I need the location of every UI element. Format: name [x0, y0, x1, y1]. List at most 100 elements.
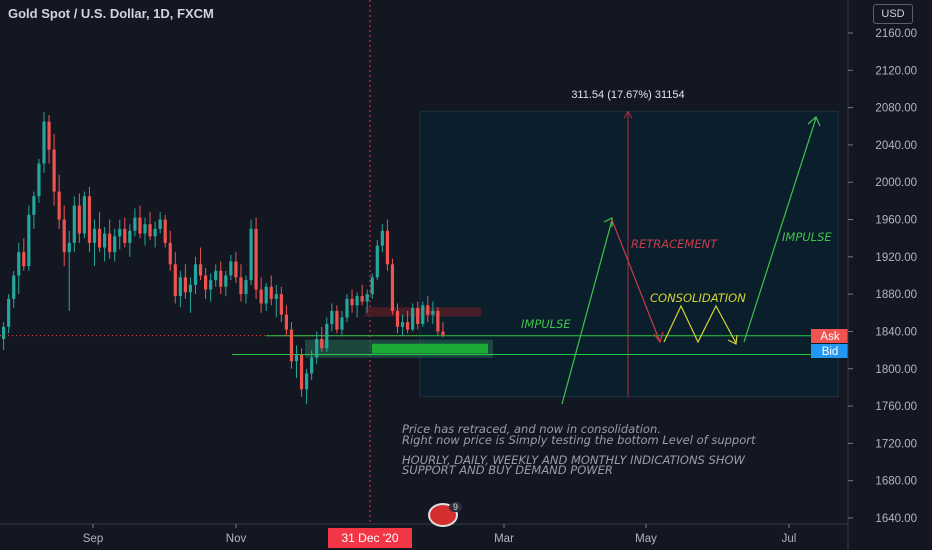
candle-body — [148, 224, 152, 237]
candle — [264, 282, 268, 311]
candle-body — [62, 219, 66, 253]
candle-body — [254, 228, 258, 290]
candle — [12, 270, 16, 309]
candle-body — [47, 121, 51, 150]
candle-body — [360, 296, 364, 302]
candle — [254, 217, 258, 299]
label-retracement: RETRACEMENT — [631, 237, 718, 251]
candle — [436, 307, 440, 336]
candle-body — [340, 317, 344, 330]
candle-body — [441, 331, 445, 336]
candle-body — [350, 298, 354, 306]
candle-body — [204, 275, 208, 290]
candle-body — [128, 230, 132, 243]
candle — [234, 252, 238, 283]
price-tag-prefix-bg — [811, 329, 849, 343]
candle-body — [299, 354, 304, 390]
candle-body — [97, 228, 102, 248]
candle-body — [17, 252, 21, 276]
candle — [108, 219, 112, 259]
retracement-arrowhead — [653, 331, 664, 344]
label-impulse-2: IMPULSE — [782, 230, 832, 244]
candle — [406, 310, 410, 334]
price-tag-prefix: Ask — [820, 331, 839, 343]
candle — [441, 322, 445, 338]
event-count-badge[interactable]: 9 — [449, 502, 463, 512]
measure-arrow — [623, 110, 633, 119]
impulse-1-arrowhead — [603, 217, 613, 227]
candle — [421, 301, 425, 327]
note-line-2: Right now price is Simply testing the bo… — [402, 433, 756, 447]
time-axis: Sep Nov Mar May Jul 31 Dec '20 — [0, 523, 848, 548]
candle — [92, 219, 97, 267]
candle-body — [416, 308, 420, 324]
candle — [103, 227, 107, 262]
candle — [350, 289, 354, 313]
candle-body — [178, 277, 182, 297]
candle — [27, 205, 31, 271]
candle-body — [153, 228, 157, 237]
cursor-date-bg — [328, 528, 412, 548]
label-consolidation: CONSOLIDATION — [650, 291, 746, 305]
candle-body — [345, 298, 349, 318]
candle-body — [259, 289, 263, 304]
y-tick-label: 1720.00 — [875, 438, 917, 450]
candle — [244, 275, 248, 304]
candle — [279, 286, 283, 323]
candle-body — [108, 233, 112, 253]
candle — [431, 301, 435, 324]
x-tick-label: May — [635, 533, 657, 545]
candle — [209, 273, 213, 302]
candle — [360, 284, 364, 306]
candle — [22, 238, 26, 271]
y-tick-label: 2120.00 — [875, 65, 917, 77]
candle — [411, 303, 415, 332]
candle-body — [305, 373, 309, 390]
candle-body — [244, 280, 248, 295]
y-tick-label: 1680.00 — [875, 476, 917, 488]
candle — [289, 322, 294, 369]
candle — [315, 331, 319, 365]
candle — [77, 193, 81, 243]
y-tick-label: 1840.00 — [875, 326, 917, 338]
candle — [380, 224, 384, 253]
candle-body — [330, 310, 334, 324]
candle-body — [234, 261, 238, 278]
measure-label: 311.54 (17.67%) 31154 — [571, 89, 684, 101]
candle — [214, 264, 218, 287]
candle-body — [284, 314, 288, 330]
candle — [62, 205, 66, 267]
y-tick-label: 2000.00 — [875, 177, 917, 189]
candle — [294, 345, 299, 379]
candle-body — [42, 121, 46, 164]
candle — [239, 264, 243, 302]
candle-body — [37, 163, 41, 197]
price-axis-bg — [848, 0, 932, 550]
candle-body — [264, 286, 268, 304]
symbol-title[interactable]: Gold Spot / U.S. Dollar, 1D, FXCM — [8, 6, 214, 21]
candle-body — [370, 277, 374, 295]
candle-body — [431, 310, 435, 315]
candles-layer — [2, 112, 445, 405]
candle — [7, 294, 11, 334]
y-tick-label: 2040.00 — [875, 140, 917, 152]
candle — [320, 326, 324, 352]
candle-body — [138, 217, 142, 234]
impulse-1-line — [561, 219, 613, 405]
impulse-2-arrowhead — [807, 116, 821, 127]
candle — [345, 294, 349, 323]
candle — [17, 242, 21, 295]
candle — [395, 303, 400, 334]
currency-button[interactable]: USD — [873, 4, 913, 24]
note-line-1: Price has retraced, and now in consolida… — [402, 422, 661, 436]
candle — [355, 292, 359, 318]
candle — [113, 228, 117, 262]
candle-body — [214, 270, 218, 281]
candle-body — [82, 196, 86, 234]
candle — [426, 296, 430, 323]
candle-body — [229, 261, 233, 276]
price-tag-prefix: Bid — [822, 346, 839, 358]
y-tick-label: 1640.00 — [875, 513, 917, 525]
candle-body — [7, 298, 11, 327]
